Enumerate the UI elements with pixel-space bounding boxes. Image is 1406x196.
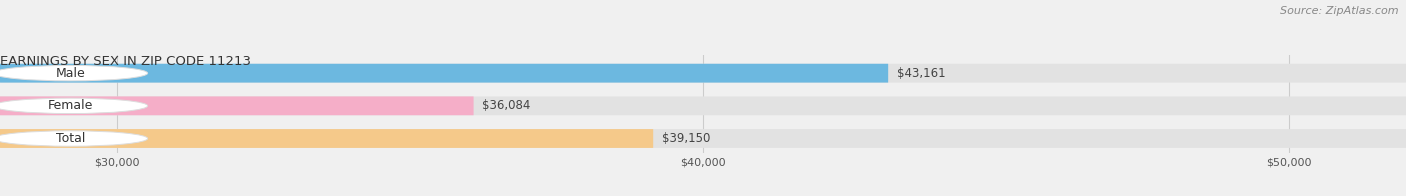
FancyBboxPatch shape	[0, 96, 474, 115]
Ellipse shape	[0, 98, 148, 113]
FancyBboxPatch shape	[0, 129, 1406, 148]
Text: Male: Male	[55, 67, 86, 80]
Text: $43,161: $43,161	[897, 67, 946, 80]
Text: Source: ZipAtlas.com: Source: ZipAtlas.com	[1281, 6, 1399, 16]
FancyBboxPatch shape	[0, 129, 654, 148]
Ellipse shape	[0, 65, 148, 81]
FancyBboxPatch shape	[0, 96, 1406, 115]
Ellipse shape	[0, 131, 148, 146]
Text: EARNINGS BY SEX IN ZIP CODE 11213: EARNINGS BY SEX IN ZIP CODE 11213	[0, 55, 252, 68]
FancyBboxPatch shape	[0, 64, 889, 83]
Text: $39,150: $39,150	[662, 132, 710, 145]
Text: Total: Total	[56, 132, 84, 145]
Text: Female: Female	[48, 99, 93, 112]
FancyBboxPatch shape	[0, 64, 1406, 83]
Text: $36,084: $36,084	[482, 99, 530, 112]
